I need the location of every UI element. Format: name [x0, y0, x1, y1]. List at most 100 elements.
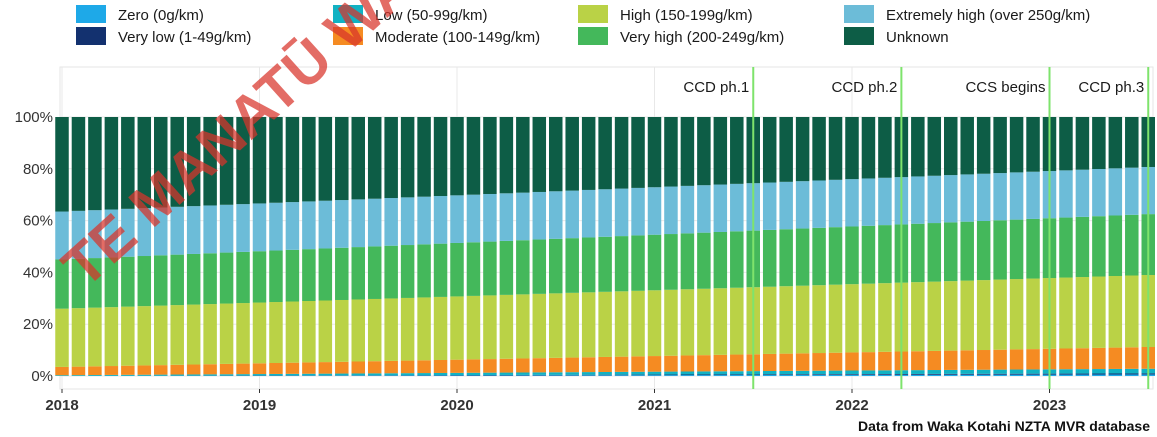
bar-segment — [976, 220, 991, 281]
bar-segment — [861, 370, 876, 375]
bar-segment — [400, 117, 415, 198]
bar-segment — [88, 210, 102, 259]
bar-segment — [400, 197, 415, 246]
legend-label: High (150-199g/km) — [620, 7, 753, 24]
bar-segment — [680, 355, 695, 372]
bar-segment — [466, 242, 481, 296]
bar-segment — [878, 283, 892, 352]
bar-segment — [1092, 347, 1106, 370]
bar-segment — [154, 365, 168, 375]
bar-segment — [219, 303, 234, 364]
bar-segment — [861, 283, 876, 353]
bar-segment — [960, 117, 974, 175]
bar-segment — [680, 185, 695, 234]
bar-segment — [335, 200, 349, 248]
bar-segment — [795, 374, 810, 375]
bar-segment — [1009, 219, 1024, 280]
bar-segment — [450, 117, 464, 196]
bar-segment — [1125, 373, 1139, 375]
bar-segment — [252, 203, 267, 252]
bar-segment — [993, 117, 1007, 174]
bar-segment — [516, 240, 530, 295]
bar-segment — [927, 350, 942, 371]
bar-segment — [1026, 373, 1040, 375]
bar-segment — [861, 374, 876, 376]
bar-segment — [516, 192, 530, 241]
bar-segment — [269, 202, 283, 251]
bar-segment — [944, 281, 958, 351]
bar-segment — [499, 294, 514, 359]
bar-segment — [186, 304, 201, 365]
bar-segment — [598, 356, 612, 372]
bar-segment — [549, 372, 563, 375]
bar-segment — [1009, 117, 1024, 173]
bar-segment — [433, 296, 448, 360]
bar-segment — [911, 370, 925, 374]
bar-segment — [631, 356, 645, 372]
bar-segment — [318, 373, 333, 376]
bar-segment — [302, 301, 316, 363]
bar-segment — [532, 239, 547, 294]
bar-segment — [861, 374, 876, 375]
bar-segment — [581, 237, 596, 293]
bar-segment — [236, 117, 250, 205]
bar-segment — [1075, 117, 1090, 170]
bar-segment — [285, 117, 300, 203]
bar-segment — [614, 356, 629, 372]
bar-segment — [812, 285, 826, 354]
bar-segment — [400, 360, 415, 374]
bar-segment — [713, 371, 728, 375]
bar-segment — [104, 307, 119, 367]
bar-segment — [976, 374, 991, 376]
bar-segment — [252, 251, 267, 303]
bar-segment — [88, 258, 102, 308]
bar-segment — [1026, 374, 1040, 376]
bar-segment — [779, 181, 793, 230]
bar-segment — [1009, 373, 1024, 375]
bar-segment — [762, 353, 777, 372]
bar-segment — [828, 374, 843, 375]
bar-segment — [71, 258, 86, 309]
bar-segment — [236, 374, 250, 376]
bar-segment — [730, 374, 744, 376]
bar-segment — [499, 358, 514, 373]
bar-segment — [88, 366, 102, 376]
bar-segment — [154, 374, 168, 376]
bar-segment — [845, 226, 859, 285]
bar-segment — [400, 373, 415, 376]
bar-segment — [499, 375, 514, 376]
bar-segment — [335, 361, 349, 374]
bar-segment — [384, 117, 398, 199]
bar-segment — [219, 252, 234, 304]
bar-segment — [812, 374, 826, 376]
bar-segment — [565, 372, 579, 375]
bar-segment — [1075, 373, 1090, 375]
bar-segment — [466, 295, 481, 360]
bar-segment — [828, 227, 843, 285]
bar-segment — [71, 308, 86, 367]
bar-segment — [549, 375, 563, 376]
bar-segment — [631, 290, 645, 357]
bar-segment — [549, 117, 563, 192]
bar-segment — [236, 303, 250, 364]
bar-segment — [269, 250, 283, 303]
bar-segment — [828, 117, 843, 180]
bar-segment — [762, 117, 777, 183]
bar-segment — [960, 374, 974, 376]
bar-segment — [697, 355, 711, 372]
event-label: CCD ph.3 — [1078, 79, 1144, 96]
bar-segment — [795, 181, 810, 229]
bar-segment — [713, 288, 728, 355]
bar-segment — [631, 375, 645, 376]
bar-segment — [976, 117, 991, 174]
bar-segment — [762, 371, 777, 375]
bar-segment — [845, 352, 859, 371]
bar-segment — [779, 370, 793, 375]
bar-segment — [944, 373, 958, 375]
bar-segment — [384, 245, 398, 299]
bar-segment — [499, 193, 514, 241]
bar-segment — [137, 256, 152, 307]
bar-segment — [614, 374, 629, 376]
bar-segment — [713, 354, 728, 372]
